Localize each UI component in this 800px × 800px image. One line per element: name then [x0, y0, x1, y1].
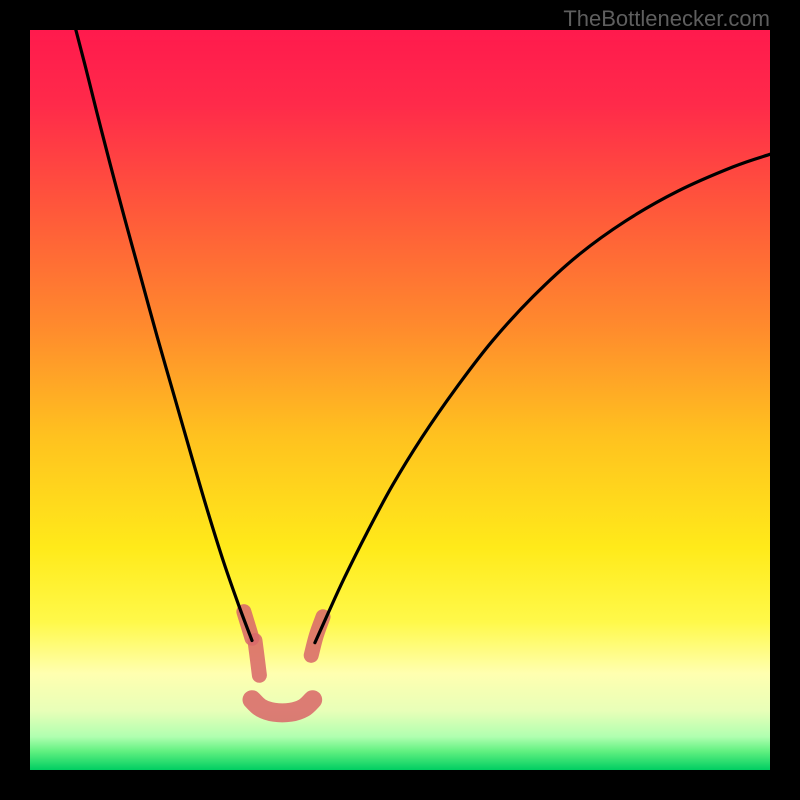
gradient-background	[30, 30, 770, 770]
watermark-label: TheBottlenecker.com	[563, 6, 770, 32]
chart-svg	[30, 30, 770, 770]
plot-area	[30, 30, 770, 770]
